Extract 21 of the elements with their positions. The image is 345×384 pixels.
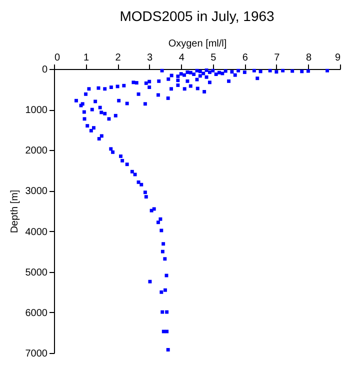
x-tick-label: 6 xyxy=(242,52,248,64)
x-tick-label: 3 xyxy=(147,52,154,64)
y-tick-label: 6000 xyxy=(25,308,48,319)
x-tick-label: 9 xyxy=(334,52,341,64)
chart-title: MODS2005 in July, 1963 xyxy=(120,8,275,24)
x-tick-label: 0 xyxy=(54,52,60,64)
x-tick-label: 1 xyxy=(83,52,90,64)
y-tick-label: 7000 xyxy=(25,348,48,360)
x-axis-title: Oxygen [ml/l] xyxy=(168,38,227,50)
x-tick-label: 7 xyxy=(274,52,280,64)
x-tick-label: 4 xyxy=(178,52,185,64)
y-tick-label: 2000 xyxy=(25,146,48,157)
x-tick-label: 8 xyxy=(306,52,312,64)
x-tick-label: 5 xyxy=(210,52,217,64)
y-tick-label: 1000 xyxy=(25,105,48,116)
x-tick-label: 2 xyxy=(115,52,122,64)
y-tick-label: 3000 xyxy=(25,186,48,198)
y-tick-label: 5000 xyxy=(25,267,48,278)
y-axis-title: Depth [m] xyxy=(9,190,20,234)
y-tick-label: 4000 xyxy=(25,226,48,238)
y-tick-label: 0 xyxy=(42,64,48,76)
